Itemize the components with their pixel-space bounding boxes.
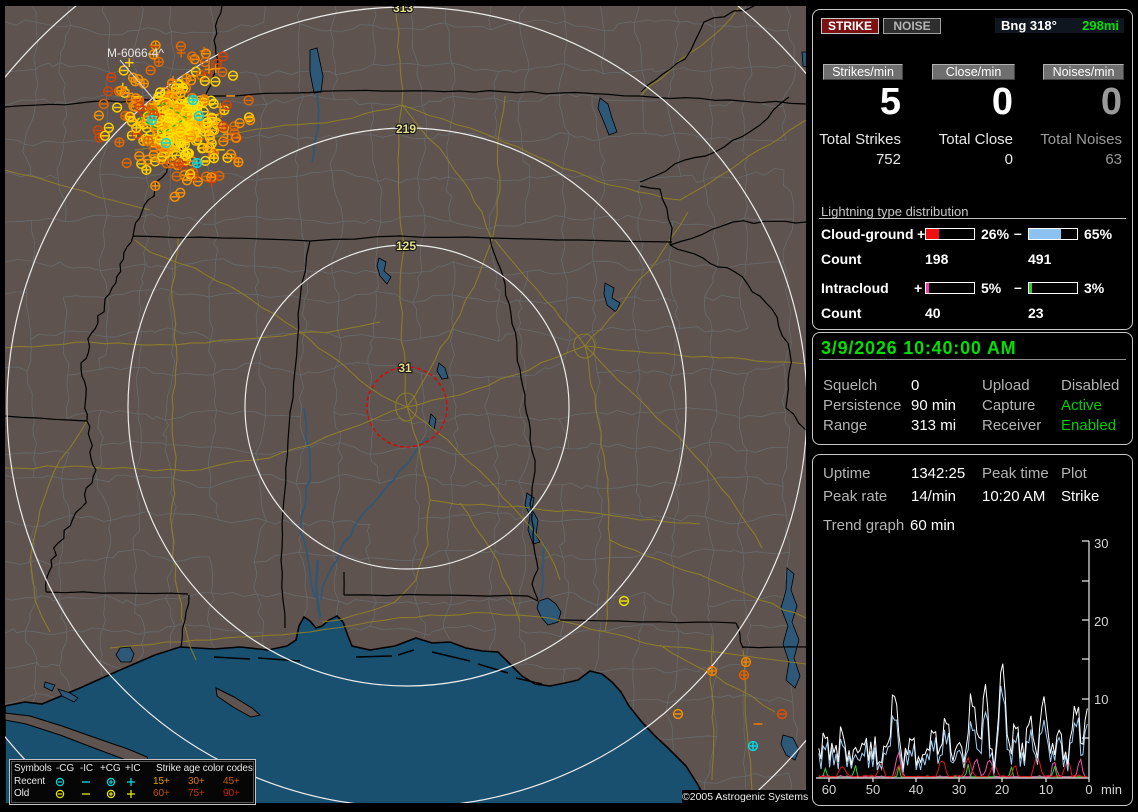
svg-text:20: 20 xyxy=(1094,614,1108,629)
svg-text:40: 40 xyxy=(909,782,923,797)
svg-text:min: min xyxy=(1101,782,1122,797)
svg-text:0: 0 xyxy=(1085,782,1092,797)
svg-text:20: 20 xyxy=(995,782,1009,797)
svg-text:60: 60 xyxy=(822,782,836,797)
svg-text:10: 10 xyxy=(1039,782,1053,797)
svg-text:30: 30 xyxy=(1094,536,1108,551)
svg-text:125: 125 xyxy=(396,239,416,253)
svg-text:219: 219 xyxy=(396,122,416,136)
svg-text:M-6066-4^: M-6066-4^ xyxy=(107,46,164,60)
svg-text:313: 313 xyxy=(393,6,413,15)
svg-text:50: 50 xyxy=(866,782,880,797)
svg-text:31: 31 xyxy=(398,361,412,375)
svg-text:10: 10 xyxy=(1094,692,1108,707)
svg-text:30: 30 xyxy=(952,782,966,797)
